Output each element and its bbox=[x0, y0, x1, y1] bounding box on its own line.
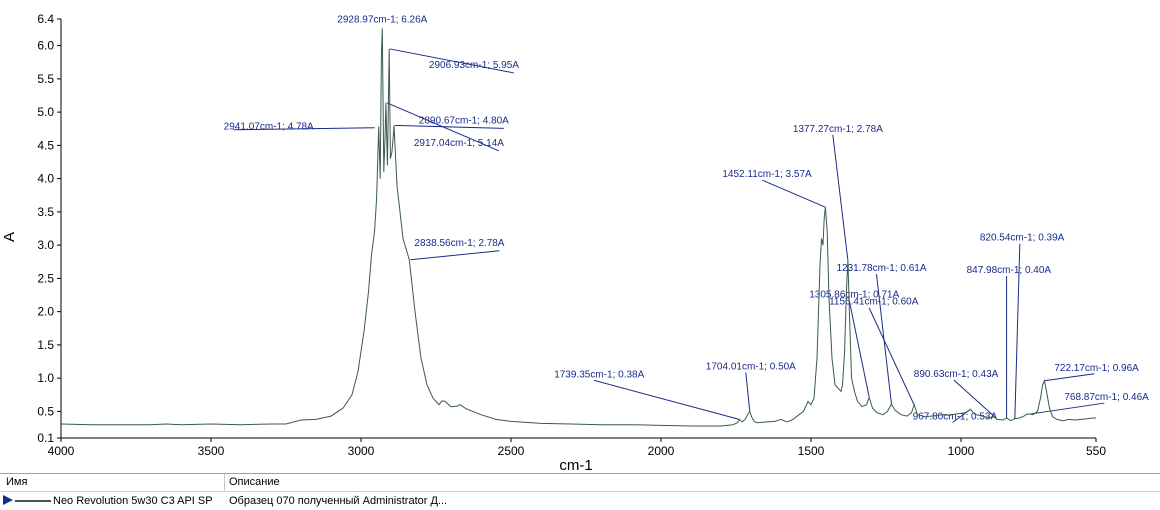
y-tick-label: 0.5 bbox=[37, 404, 54, 418]
y-tick-label: 5.5 bbox=[37, 72, 54, 86]
x-tick-label: 3000 bbox=[348, 444, 375, 458]
axes: 0.1 0.5 1.0 1.5 2.0 2.5 3.0 3.5 4.0 4.5 5.0 5.5 6.0 6… bbox=[37, 12, 1106, 458]
peak-label: 967.80cm-1; 0.53A bbox=[913, 411, 998, 422]
legend-header-row: Имя Описание bbox=[0, 474, 1160, 492]
peak-label: 847.98cm-1; 0.40A bbox=[967, 265, 1052, 276]
peak-label: 2917.04cm-1; 5.14A bbox=[414, 138, 504, 149]
peak-label: 1452.11cm-1; 3.57A bbox=[722, 169, 812, 180]
x-tick-label: 1000 bbox=[948, 444, 975, 458]
x-tick-label: 2000 bbox=[648, 444, 675, 458]
y-axis-title: A bbox=[1, 232, 18, 242]
y-tick-label: 0.1 bbox=[37, 431, 54, 445]
column-header-description[interactable]: Описание bbox=[229, 476, 280, 488]
peak-leader-line bbox=[410, 250, 500, 261]
spectrum-line bbox=[60, 28, 1096, 427]
peak-label: 2928.97cm-1; 6.26A bbox=[337, 14, 427, 25]
column-header-name[interactable]: Имя bbox=[6, 476, 28, 488]
x-tick-label: 1500 bbox=[798, 444, 825, 458]
peak-leader-line bbox=[848, 300, 870, 398]
peak-leader-line bbox=[953, 379, 995, 417]
peak-label: 1156.41cm-1; 0.60A bbox=[829, 297, 919, 308]
peak-label: 2890.67cm-1; 4.80A bbox=[419, 115, 509, 126]
y-tick-label: 5.0 bbox=[37, 105, 54, 119]
peak-label: 1231.78cm-1; 0.61A bbox=[836, 263, 926, 274]
peak-leader-line bbox=[745, 372, 751, 412]
chart-svg: 0.1 0.5 1.0 1.5 2.0 2.5 3.0 3.5 4.0 4.5 5.0 5.5 6.0 6… bbox=[1, 12, 1149, 472]
y-tick-label: 1.5 bbox=[37, 338, 54, 352]
y-tick-label: 2.0 bbox=[37, 305, 54, 319]
y-tick-label: 4.0 bbox=[37, 172, 54, 186]
peak-label: 1739.35cm-1; 0.38A bbox=[554, 369, 644, 380]
peak-leader-line bbox=[233, 127, 375, 131]
peak-leader-line bbox=[594, 379, 740, 420]
peak-label: 1377.27cm-1; 2.78A bbox=[793, 124, 883, 135]
y-tick-label: 3.0 bbox=[37, 238, 54, 252]
y-tick-label: 6.0 bbox=[37, 39, 54, 53]
peak-label: 2941.07cm-1; 4.78A bbox=[224, 122, 314, 133]
y-tick-label: 3.5 bbox=[37, 205, 54, 219]
legend-table: Имя Описание Neo Revolution 5w30 C3 API … bbox=[0, 473, 1160, 510]
series-description: Образец 070 полученный Administrator Д..… bbox=[229, 495, 448, 507]
x-tick-label: 4000 bbox=[48, 444, 75, 458]
peak-leader-line bbox=[1044, 373, 1095, 382]
peak-label: 890.63cm-1; 0.43A bbox=[914, 369, 999, 380]
peak-label: 2906.93cm-1; 5.95A bbox=[429, 60, 519, 71]
series-color-swatch bbox=[15, 500, 51, 502]
peak-leader-line bbox=[762, 179, 826, 208]
peak-label: 1305.86cm-1; 0.71A bbox=[809, 289, 899, 300]
peak-label: 1704.01cm-1; 0.50A bbox=[706, 361, 796, 372]
x-tick-label: 3500 bbox=[198, 444, 225, 458]
peak-label: 2838.56cm-1; 2.78A bbox=[414, 238, 504, 249]
y-tick-label: 4.5 bbox=[37, 138, 54, 152]
x-axis-title: cm-1 bbox=[559, 457, 592, 472]
peak-leader-line bbox=[1030, 402, 1105, 415]
x-tick-label: 550 bbox=[1086, 444, 1106, 458]
y-tick-label: 2.5 bbox=[37, 271, 54, 285]
y-tick-label: 1.0 bbox=[37, 371, 54, 385]
peak-leader-line bbox=[1014, 243, 1021, 419]
peak-label: 722.17cm-1; 0.96A bbox=[1054, 363, 1139, 374]
series-layer bbox=[60, 28, 1096, 427]
spectrum-chart: 0.1 0.5 1.0 1.5 2.0 2.5 3.0 3.5 4.0 4.5 5.0 5.5 6.0 6… bbox=[1, 12, 1149, 472]
peak-label: 768.87cm-1; 0.46A bbox=[1064, 392, 1149, 403]
peak-leader-line bbox=[832, 134, 849, 260]
x-tick-label: 2500 bbox=[498, 444, 525, 458]
peak-leader-line bbox=[389, 48, 515, 74]
peak-leader-line bbox=[868, 307, 915, 405]
series-name: Neo Revolution 5w30 C3 API SP bbox=[53, 495, 213, 507]
row-pointer-icon bbox=[3, 495, 13, 505]
peak-labels: 2928.97cm-1; 6.26A 2906.93cm-1; 5.95A 2917… bbox=[224, 14, 1149, 423]
peak-label: 820.54cm-1; 0.39A bbox=[980, 233, 1065, 244]
peak-leader-line bbox=[394, 124, 504, 129]
legend-row[interactable]: Neo Revolution 5w30 C3 API SP Образец 07… bbox=[0, 492, 1160, 510]
y-tick-label: 6.4 bbox=[37, 12, 54, 26]
